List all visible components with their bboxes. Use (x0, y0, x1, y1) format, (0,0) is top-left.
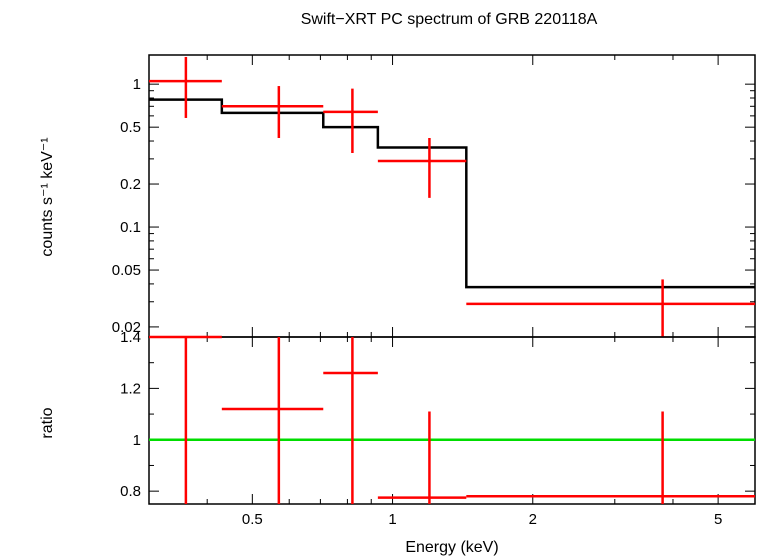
top-ylabel: counts s⁻¹ keV⁻¹ (39, 137, 56, 256)
bottom-ylabel: ratio (39, 407, 56, 438)
x-axis-label: Energy (keV) (405, 539, 498, 556)
chart-title: Swift−XRT PC spectrum of GRB 220118A (301, 11, 598, 28)
x-tick-label: 5 (714, 511, 722, 528)
spectrum-panel: 1 0.5 0.2 0.1 0.05 0.02 (112, 54, 756, 338)
ratio-ytick-label: 1.2 (120, 380, 141, 397)
model-step-line (149, 98, 755, 289)
spectrum-ytick-label: 0.5 (120, 119, 141, 136)
spectrum-ytick-label: 1 (133, 76, 141, 93)
x-tick-label: 2 (529, 511, 537, 528)
ratio-ytick-label: 1.4 (120, 329, 141, 346)
x-tick-label: 0.5 (242, 511, 263, 528)
x-tick-label: 1 (388, 511, 396, 528)
spectrum-frame (148, 54, 756, 338)
ratio-ytick-label: 1 (133, 432, 141, 449)
spectrum-ytick-label: 0.2 (120, 176, 141, 193)
ratio-panel: 0.5 1 2 5 1.4 1.2 1 0.8 (120, 329, 756, 528)
spectrum-ytick-label: 0.02 (112, 319, 141, 336)
spectrum-ytick-label: 0.05 (112, 262, 141, 279)
ratio-frame (148, 336, 756, 505)
ratio-ytick-label: 0.8 (120, 483, 141, 500)
spectrum-ytick-label: 0.1 (120, 219, 141, 236)
